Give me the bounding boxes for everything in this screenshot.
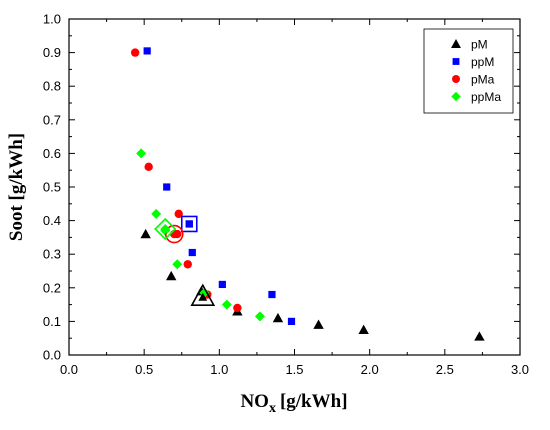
- y-tick-label: 0.4: [43, 213, 61, 228]
- legend-marker-pM: [451, 39, 461, 48]
- data-point-ppMa: [221, 299, 232, 310]
- y-tick-label: 0.0: [43, 348, 61, 363]
- highlight-marker-pMa: [164, 224, 184, 244]
- data-point-pMa: [130, 48, 140, 57]
- highlight-center-pM: [198, 292, 208, 301]
- data-point-pMa: [144, 162, 153, 172]
- data-point-ppMa: [172, 259, 183, 270]
- data-point-pMa: [183, 260, 192, 269]
- legend-box: [423, 28, 514, 114]
- x-axis-title-main: NO: [240, 391, 269, 412]
- data-point-pMa: [174, 209, 183, 219]
- legend-label-pMa: pMa: [471, 73, 495, 87]
- legend-label-pM: pM: [471, 38, 488, 52]
- legend-label-ppMa: ppMa: [471, 90, 501, 104]
- x-tick-label: 0.5: [135, 362, 153, 377]
- x-axis-title-unit: [g/kWh]: [280, 391, 348, 412]
- data-point-ppM: [218, 280, 226, 289]
- y-tick-label: 0.9: [43, 45, 61, 60]
- x-axis-title-subscript: x: [269, 401, 276, 416]
- legend-marker-ppM: [452, 58, 460, 65]
- highlight-center-ppMa: [160, 224, 171, 234]
- x-axis-title: NOx [g/kWh]: [240, 391, 347, 416]
- y-tick-label: 0.6: [43, 146, 61, 161]
- y-tick-label: 0.1: [43, 314, 61, 329]
- legend-label-ppM: ppM: [471, 55, 494, 69]
- data-point-pM: [140, 228, 151, 239]
- highlight-marker-ppM: [180, 215, 198, 233]
- y-tick-label: 0.2: [43, 280, 61, 295]
- x-tick-label: 1.0: [210, 362, 228, 377]
- y-tick-label: 0.3: [43, 247, 61, 262]
- legend: pM ppM pMa ppMa: [423, 28, 514, 114]
- data-point-ppMa: [136, 148, 147, 159]
- data-point-pM: [474, 331, 485, 341]
- y-axis-title: Soot [g/kWh]: [6, 133, 27, 241]
- x-tick-label: 2.0: [361, 362, 379, 377]
- data-point-ppM: [163, 183, 171, 191]
- x-tick-label: 3.0: [511, 362, 529, 377]
- legend-marker-pMa: [452, 75, 460, 83]
- y-tick-label: 0.5: [43, 180, 61, 195]
- data-point-pM: [358, 324, 369, 334]
- data-point-ppM: [143, 47, 151, 55]
- ticks-layer: 0.0 0.5 1.0 1.5 2.0 2.5 3.0 0.0 0.1 0.2 0.3 0.4 0.5 0…: [43, 12, 529, 378]
- plot-frame: [68, 18, 521, 356]
- data-point-ppMa: [151, 208, 162, 219]
- data-point-pM: [313, 319, 324, 329]
- data-point-ppMa: [254, 311, 265, 322]
- highlight-marker-pM: [190, 283, 216, 307]
- data-point-ppM: [188, 248, 196, 257]
- x-tick-label: 0.0: [60, 362, 78, 377]
- y-tick-label: 1.0: [43, 12, 61, 27]
- data-point-ppM: [287, 317, 296, 325]
- data-point-ppM: [268, 290, 276, 299]
- y-tick-label: 0.8: [43, 79, 61, 94]
- data-point-pMa: [233, 303, 242, 313]
- x-tick-label: 2.5: [436, 362, 454, 377]
- highlight-marker-ppMa: [154, 217, 177, 241]
- highlight-center-ppM: [185, 220, 193, 228]
- data-point-pM: [166, 270, 177, 281]
- legend-marker-ppMa: [451, 91, 461, 102]
- x-tick-label: 1.5: [285, 362, 303, 377]
- highlights-layer: [154, 215, 216, 307]
- data-point-pM: [272, 312, 284, 323]
- y-tick-label: 0.7: [43, 112, 61, 127]
